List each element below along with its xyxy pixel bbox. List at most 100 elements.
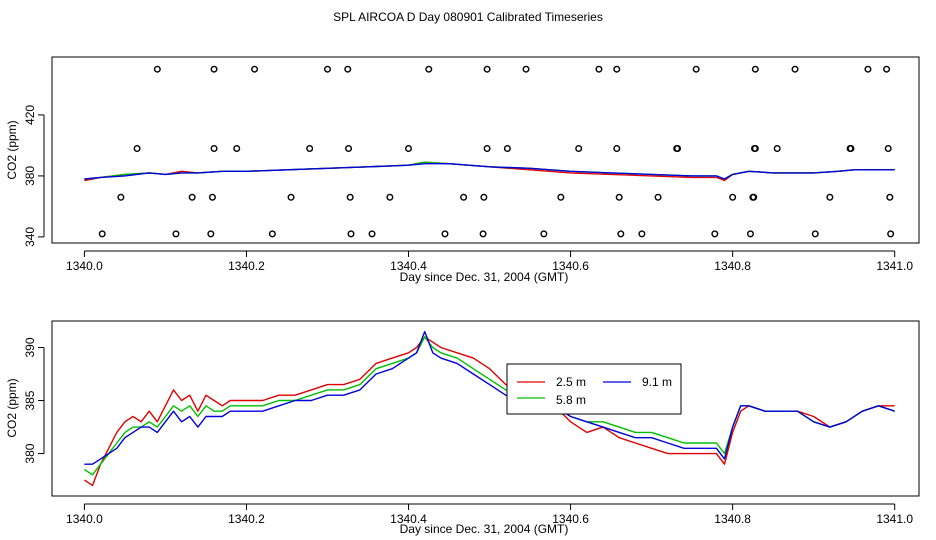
- calibration-point: [654, 193, 662, 201]
- calibration-point: [886, 193, 894, 201]
- page-title: SPL AIRCOA D Day 080901 Calibrated Times…: [333, 10, 603, 24]
- calibration-point: [575, 144, 583, 152]
- calibration-point: [617, 230, 625, 238]
- calibration-point: [503, 144, 511, 152]
- calibration-point: [188, 193, 196, 201]
- calibration-point: [887, 230, 895, 238]
- calibration-point: [750, 193, 758, 201]
- legend-label-5-8m: 5.8 m: [556, 393, 586, 407]
- legend: 2.5 m 9.1 m 5.8 m: [506, 363, 682, 415]
- calibration-point: [425, 65, 433, 73]
- calibration-point: [483, 144, 491, 152]
- bottom-x-tick-label: 1340.2: [228, 512, 265, 526]
- calibration-point: [347, 230, 355, 238]
- calibration-point: [346, 193, 354, 201]
- bottom-x-tick-label: 1340.4: [390, 512, 427, 526]
- calibration-point: [826, 193, 834, 201]
- bottom-axes: 1340.0 1340.2 1340.4 1340.6 1340.8 1341.0 380 3…: [23, 337, 913, 526]
- calibration-point: [323, 65, 331, 73]
- top-x-tick-label: 1340.8: [714, 259, 751, 273]
- calibration-point: [557, 193, 565, 201]
- top-x-tick-label: 1340.0: [66, 259, 103, 273]
- calibration-point: [268, 230, 276, 238]
- top-x-tick-label: 1340.4: [390, 259, 427, 273]
- top-x-tick-label: 1341.0: [876, 259, 913, 273]
- calibration-point: [480, 193, 488, 201]
- calibration-point: [287, 193, 295, 201]
- top-series-5-8-mline: [84, 161, 895, 180]
- calibration-point: [746, 230, 754, 238]
- calibration-point: [251, 65, 259, 73]
- top-y-axis-label: CO2 (ppm): [5, 120, 19, 179]
- calibration-point: [711, 230, 719, 238]
- calibration-point: [613, 65, 621, 73]
- calibration-point: [117, 193, 125, 201]
- top-x-tick-label: 1340.2: [228, 259, 265, 273]
- bottom-y-axis-label: CO2 (ppm): [5, 378, 19, 437]
- calibration-point: [483, 65, 491, 73]
- calibration-point: [638, 230, 646, 238]
- bottom-series-group: [84, 330, 895, 487]
- bottom-series-9-1-mline: [84, 330, 895, 465]
- bottom-x-tick-label: 1340.8: [714, 512, 751, 526]
- calibration-point: [540, 230, 548, 238]
- calibration-point: [460, 193, 468, 201]
- top-axes: 1340.0 1340.2 1340.4 1340.6 1340.8 1341.0 340 3…: [23, 105, 913, 273]
- calibration-point: [210, 65, 218, 73]
- calibration-point: [883, 65, 891, 73]
- calibration-point: [368, 230, 376, 238]
- top-x-axis-label: Day since Dec. 31, 2004 (GMT): [400, 270, 569, 284]
- top-x-tick-label: 1340.6: [552, 259, 589, 273]
- calibration-point: [615, 193, 623, 201]
- bottom-y-tick-label: 380: [23, 443, 37, 463]
- calibration-point: [153, 65, 161, 73]
- calibration-point: [692, 65, 700, 73]
- calibration-point: [345, 144, 353, 152]
- calibration-point: [306, 144, 314, 152]
- calibration-point: [405, 144, 413, 152]
- calibration-point: [207, 230, 215, 238]
- calibration-point: [208, 193, 216, 201]
- calibration-point: [98, 230, 106, 238]
- bottom-series-5-8-mline: [84, 336, 895, 476]
- top-y-tick-label: 420: [23, 105, 37, 125]
- calibration-point: [479, 230, 487, 238]
- calibration-point: [210, 144, 218, 152]
- calibration-point: [751, 144, 759, 152]
- legend-label-2-5m: 2.5 m: [556, 375, 586, 389]
- bottom-x-tick-label: 1341.0: [876, 512, 913, 526]
- calibration-point: [773, 144, 781, 152]
- bottom-x-tick-label: 1340.0: [66, 512, 103, 526]
- calibration-point: [233, 144, 241, 152]
- calibration-point: [172, 230, 180, 238]
- top-points-group: [98, 65, 895, 238]
- bottom-x-tick-label: 1340.6: [552, 512, 589, 526]
- bottom-y-tick-label: 390: [23, 337, 37, 357]
- legend-label-9-1m: 9.1 m: [642, 375, 672, 389]
- calibration-point: [386, 193, 394, 201]
- calibration-point: [344, 65, 352, 73]
- top-y-tick-label: 380: [23, 166, 37, 186]
- calibration-point: [729, 193, 737, 201]
- top-series-9-1-mline: [84, 162, 895, 180]
- calibration-point: [811, 230, 819, 238]
- top-plot-frame: [51, 56, 920, 244]
- top-panel: 1340.0 1340.2 1340.4 1340.6 1340.8 1341.0 340 3…: [5, 56, 920, 284]
- calibration-point: [441, 230, 449, 238]
- calibration-point: [751, 65, 759, 73]
- bottom-series-2-5-mline: [84, 336, 895, 487]
- top-y-tick-label: 340: [23, 227, 37, 247]
- bottom-panel: 1340.0 1340.2 1340.4 1340.6 1340.8 1341.0 380 3…: [5, 320, 920, 536]
- calibration-point: [133, 144, 141, 152]
- bottom-plot-frame: [51, 320, 920, 497]
- bottom-x-axis-label: Day since Dec. 31, 2004 (GMT): [400, 522, 569, 536]
- calibration-point: [847, 144, 855, 152]
- legend-box: [506, 363, 682, 415]
- calibration-point: [595, 65, 603, 73]
- calibration-point: [613, 144, 621, 152]
- calibration-point: [791, 65, 799, 73]
- bottom-y-tick-label: 385: [23, 390, 37, 410]
- calibration-point: [674, 144, 682, 152]
- top-series-group: [84, 161, 895, 182]
